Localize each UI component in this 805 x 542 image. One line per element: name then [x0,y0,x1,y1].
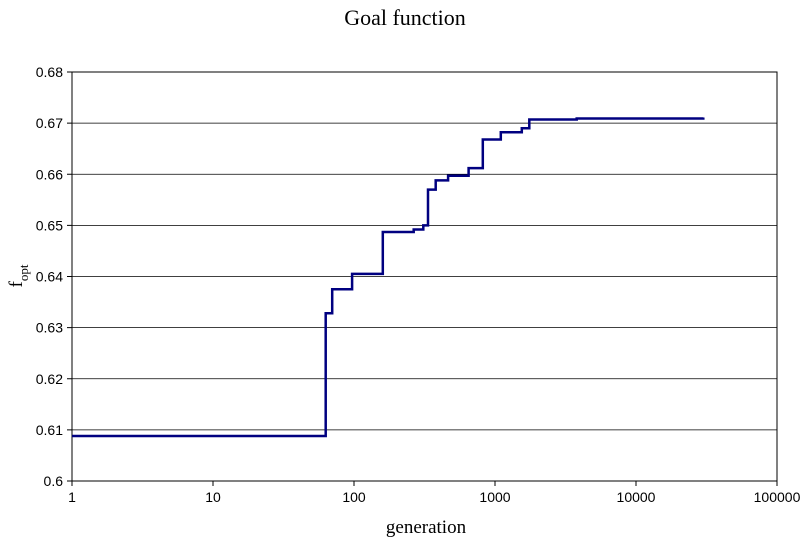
y-axis: 0.6 0.61 0.62 0.63 0.64 0.65 0.66 0.67 0.68 [36,64,72,489]
y-tick-label: 0.68 [36,64,63,80]
y-tick-label: 0.67 [36,115,63,131]
y-tick-label: 0.64 [36,269,63,285]
x-tick-label: 100000 [754,489,801,505]
y-tick-label: 0.6 [44,473,64,489]
y-tick-label: 0.65 [36,217,63,233]
chart-title: Goal function [344,5,466,30]
x-tick-label: 100 [342,489,366,505]
y-tick-label: 0.63 [36,320,63,336]
y-tick-label: 0.62 [36,371,63,387]
x-tick-label: 1 [68,489,76,505]
x-axis-label: generation [386,517,467,538]
y-axis-label-main: f [6,280,27,287]
y-axis-label: fopt [6,264,31,287]
y-tick-label: 0.61 [36,422,63,438]
series-line [72,117,705,438]
gridlines [72,122,777,431]
x-tick-label: 1000 [479,489,510,505]
y-axis-label-subscript: opt [16,264,31,281]
x-axis: 1 10 100 1000 10000 100000 [68,481,801,505]
x-tick-label: 10 [205,489,221,505]
y-tick-label: 0.66 [36,166,63,182]
x-tick-label: 10000 [617,489,656,505]
